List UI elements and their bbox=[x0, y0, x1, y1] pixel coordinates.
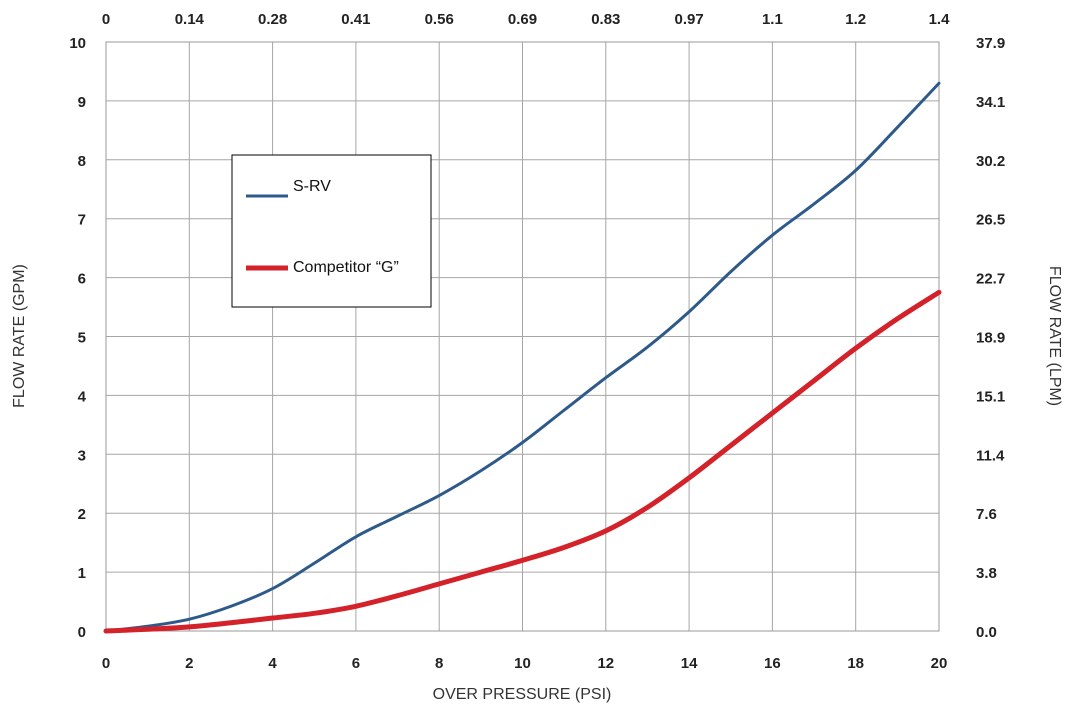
grid-lines bbox=[105, 41, 940, 632]
legend-label-s-rv: S-RV bbox=[293, 178, 331, 195]
y2-tick-label: 18.9 bbox=[976, 330, 1005, 347]
y2-tick-label: 7.6 bbox=[976, 506, 997, 523]
y-tick-label: 1 bbox=[78, 565, 86, 582]
top-tick-label: 1.2 bbox=[845, 11, 866, 28]
y-tick-label: 6 bbox=[78, 271, 86, 288]
x-tick-label: 20 bbox=[931, 655, 948, 672]
x-tick-label: 18 bbox=[847, 655, 864, 672]
legend-label-competitor-g: Competitor “G” bbox=[293, 259, 399, 276]
y2-tick-label: 0.0 bbox=[976, 624, 997, 641]
series-line-s-rv bbox=[104, 81, 941, 633]
series-layer bbox=[103, 81, 942, 634]
x-tick-label: 12 bbox=[597, 655, 614, 672]
top-tick-label: 1.1 bbox=[762, 11, 783, 28]
y-axis-title: FLOW RATE (GPM) bbox=[11, 264, 28, 408]
y-tick-label: 7 bbox=[78, 212, 86, 229]
x-tick-label: 6 bbox=[352, 655, 360, 672]
top-tick-label: 0 bbox=[102, 11, 110, 28]
y-tick-label: 4 bbox=[78, 388, 87, 405]
top-tick-label: 0.56 bbox=[425, 11, 454, 28]
x-tick-label: 0 bbox=[102, 655, 110, 672]
top-tick-label: 0.41 bbox=[341, 11, 370, 28]
top-tick-label: 0.97 bbox=[674, 11, 703, 28]
x-tick-label: 2 bbox=[185, 655, 193, 672]
top-tick-label: 0.83 bbox=[591, 11, 620, 28]
y-tick-label: 8 bbox=[78, 153, 86, 170]
series-line-competitor-g bbox=[103, 289, 942, 634]
y-tick-label: 10 bbox=[69, 35, 86, 52]
y2-tick-label: 22.7 bbox=[976, 271, 1005, 288]
y2-tick-label: 37.9 bbox=[976, 35, 1005, 52]
y-tick-label: 3 bbox=[78, 447, 86, 464]
x-tick-label: 8 bbox=[435, 655, 443, 672]
top-tick-label: 0.28 bbox=[258, 11, 287, 28]
y2-tick-label: 15.1 bbox=[976, 388, 1005, 405]
y-tick-label: 2 bbox=[78, 506, 86, 523]
top-tick-label: 1.4 bbox=[929, 11, 951, 28]
y-tick-label: 0 bbox=[78, 624, 86, 641]
y2-tick-label: 26.5 bbox=[976, 212, 1005, 229]
x-tick-label: 14 bbox=[681, 655, 698, 672]
top-tick-label: 0.14 bbox=[175, 11, 205, 28]
x-axis-title: OVER PRESSURE (PSI) bbox=[433, 686, 612, 703]
tick-labels: 0020.1440.2860.4180.56100.69120.83140.97… bbox=[69, 11, 1005, 672]
x-tick-label: 10 bbox=[514, 655, 531, 672]
y2-axis-title: FLOW RATE (LPM) bbox=[1046, 266, 1063, 406]
y2-tick-label: 11.4 bbox=[976, 447, 1005, 464]
x-tick-label: 16 bbox=[764, 655, 781, 672]
y2-tick-label: 30.2 bbox=[976, 153, 1005, 170]
legend-box bbox=[231, 154, 432, 308]
legend: S-RV Competitor “G” bbox=[231, 154, 432, 308]
plot-frame bbox=[105, 41, 940, 632]
y-tick-label: 5 bbox=[78, 330, 86, 347]
top-tick-label: 0.69 bbox=[508, 11, 537, 28]
y2-tick-label: 3.8 bbox=[976, 565, 997, 582]
y-tick-label: 9 bbox=[78, 94, 86, 111]
x-tick-label: 4 bbox=[268, 655, 277, 672]
y2-tick-label: 34.1 bbox=[976, 94, 1005, 111]
